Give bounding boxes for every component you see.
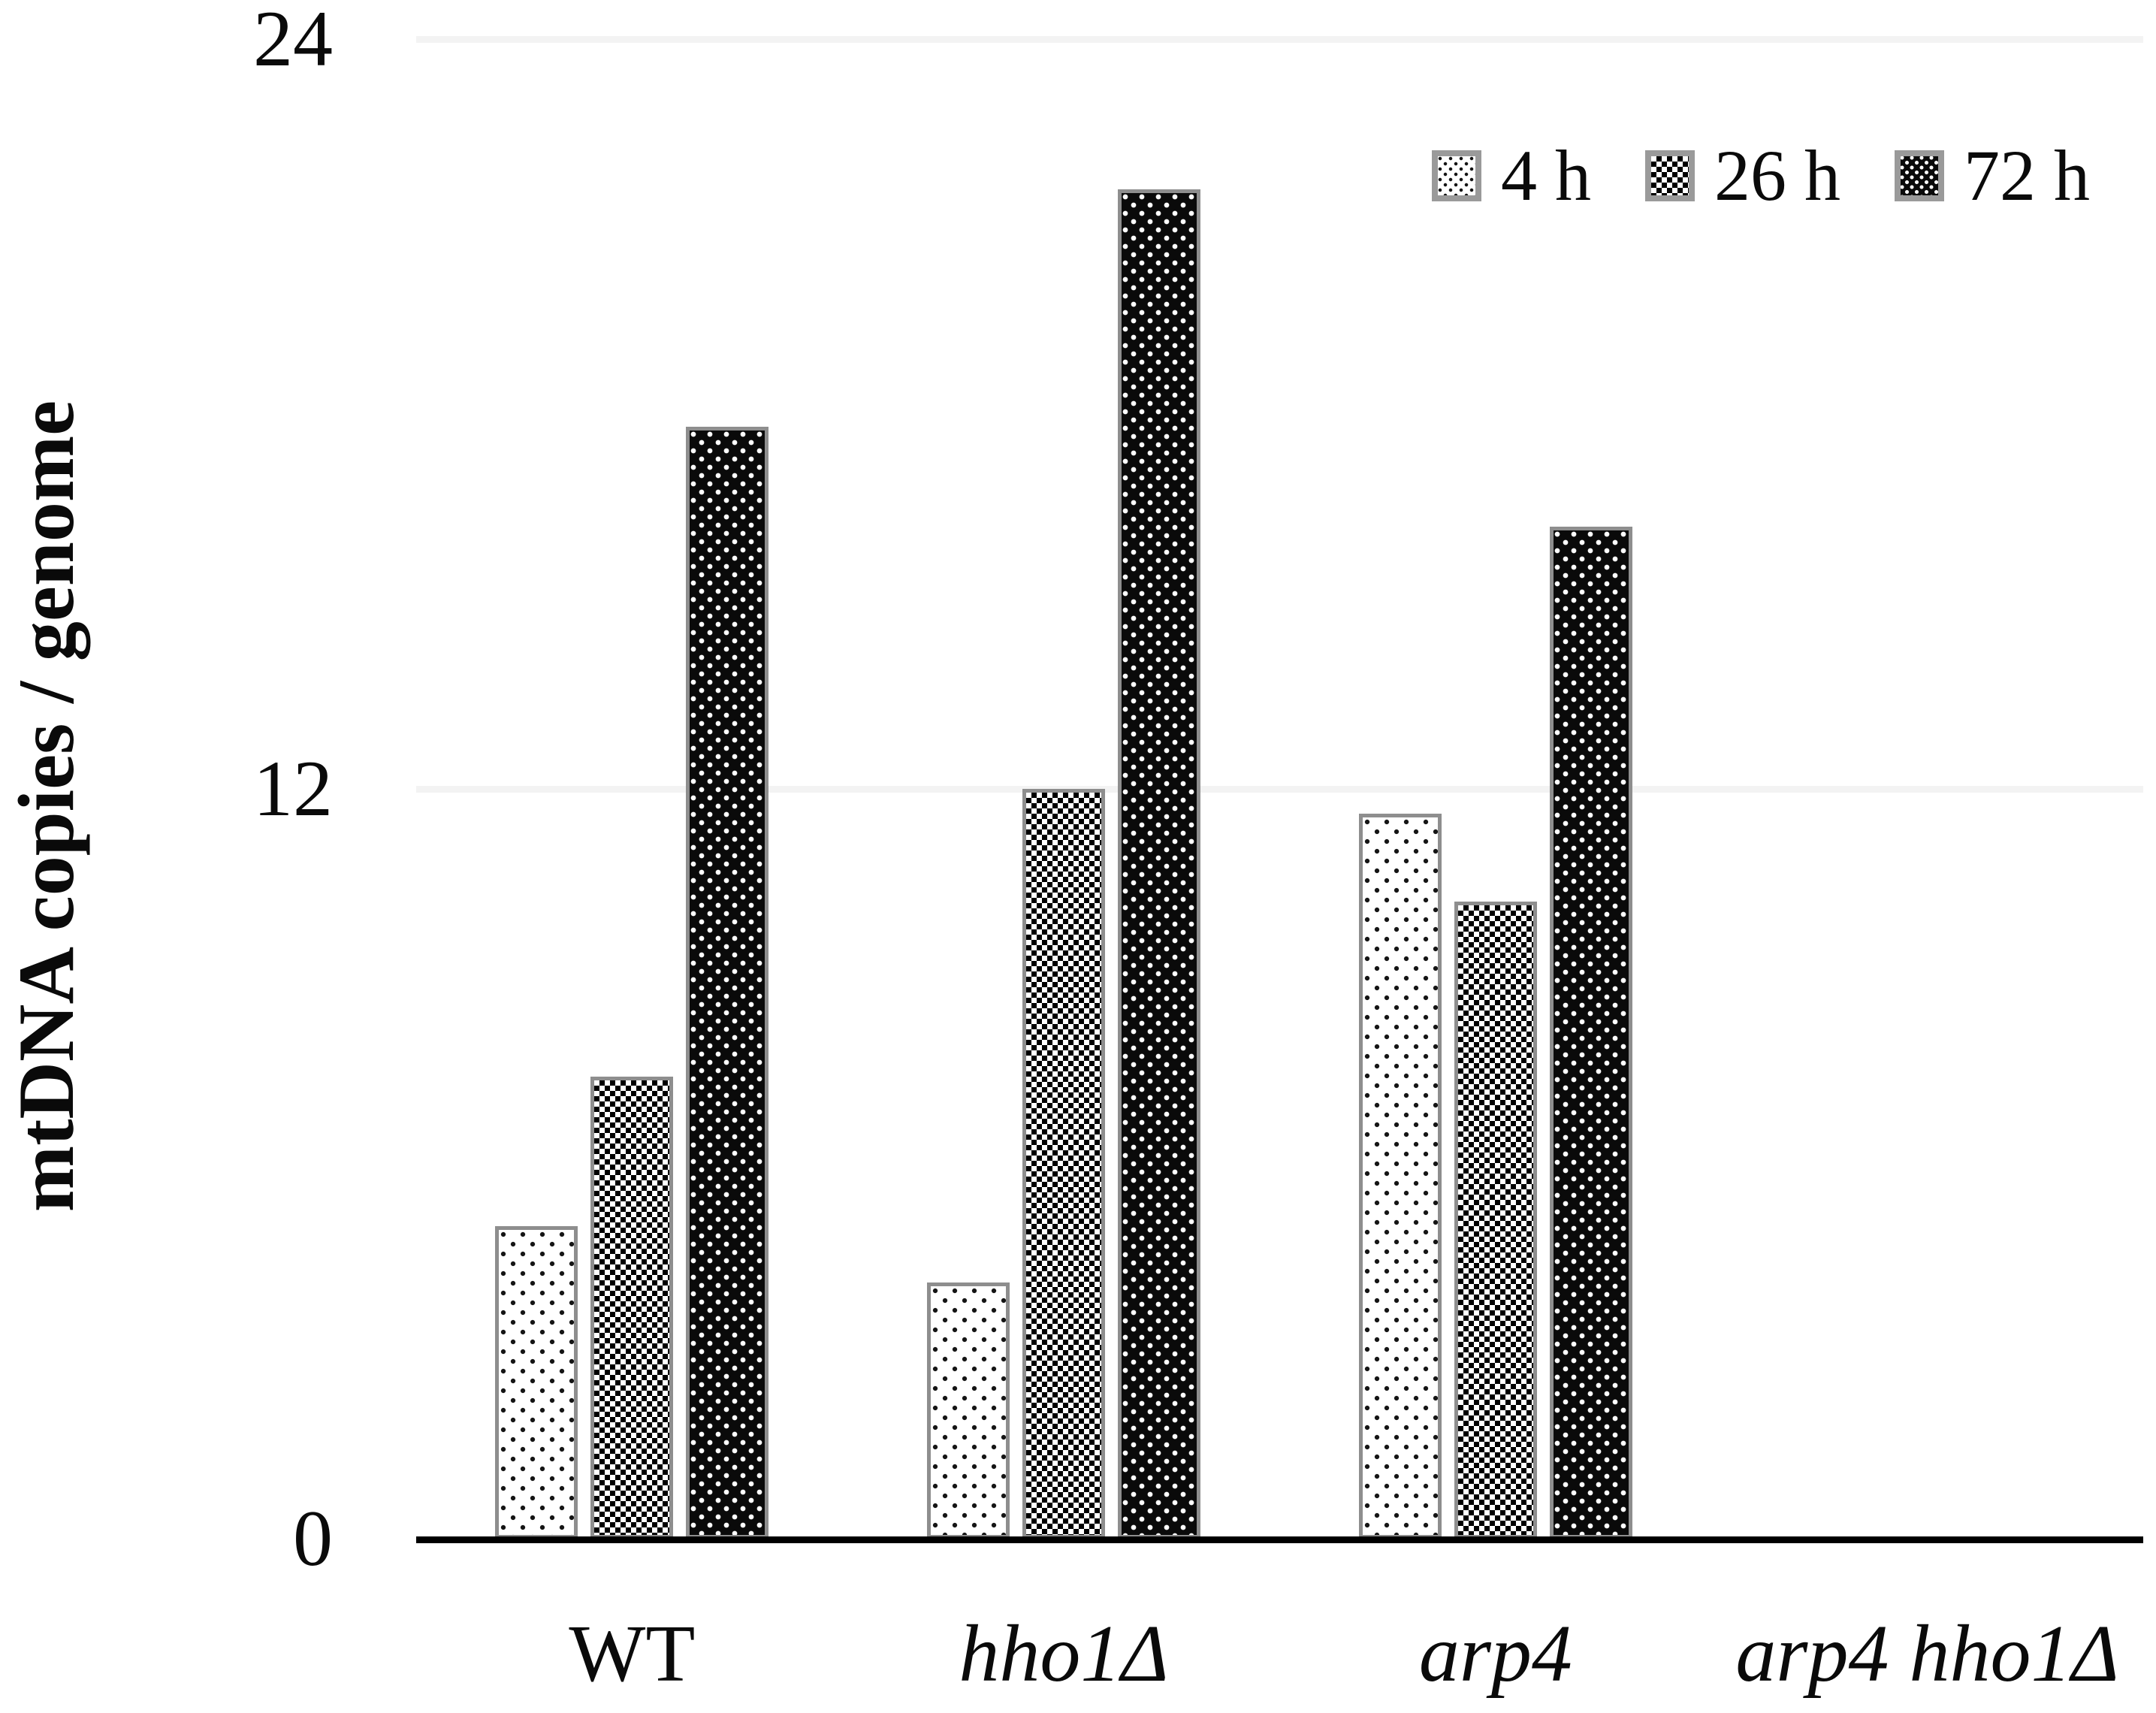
gridline-y-12: [416, 785, 2143, 793]
legend-label: 72 h: [1964, 135, 2090, 216]
legend-swatch-icon: [1645, 150, 1695, 201]
bar-72h-0: [686, 426, 769, 1539]
bar-72h-1: [1118, 189, 1201, 1539]
y-axis-title: mtDNA copies / genome: [2, 400, 90, 1213]
y-tick-label-0: 0: [293, 1494, 333, 1582]
y-tick-label-24: 24: [253, 0, 333, 83]
legend-swatch-icon: [1895, 150, 1944, 201]
y-tick-label-12: 12: [253, 745, 333, 832]
legend-label: 26 h: [1714, 135, 1840, 216]
bar-4h-1: [927, 1282, 1010, 1539]
legend-label: 4 h: [1501, 135, 1591, 216]
legend-swatch-icon: [1432, 150, 1481, 201]
legend-item-26h: 26 h: [1645, 140, 1840, 212]
bar-26h-2: [1454, 901, 1537, 1539]
x-category-label-0: WT: [569, 1609, 696, 1699]
legend-item-4h: 4 h: [1432, 140, 1591, 212]
bar-72h-2: [1549, 526, 1632, 1539]
bar-26h-1: [1022, 789, 1106, 1539]
bar-4h-2: [1358, 814, 1442, 1539]
x-category-label-2: arp4: [1418, 1609, 1572, 1699]
legend: 4 h 26 h 72 h: [1432, 140, 2090, 212]
bar-4h-0: [495, 1226, 578, 1539]
x-axis-line: [416, 1536, 2143, 1543]
gridline-y-24: [416, 35, 2143, 43]
x-category-label-3: arp4 hho1Δ: [1735, 1609, 2119, 1699]
x-category-label-1: hho1Δ: [959, 1609, 1169, 1699]
bar-26h-0: [590, 1076, 674, 1539]
legend-item-72h: 72 h: [1895, 140, 2090, 212]
